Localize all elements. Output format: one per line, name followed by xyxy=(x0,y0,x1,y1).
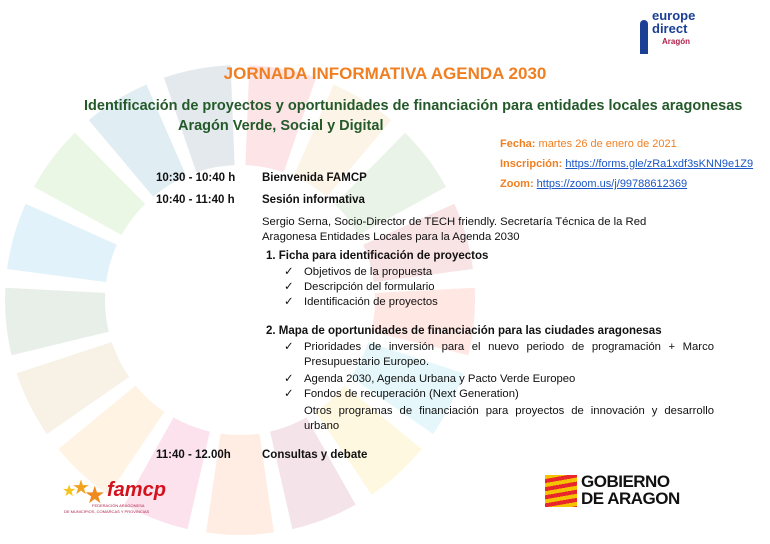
wheel-segment xyxy=(206,433,274,535)
section-title: 1. Ficha para identificación de proyecto… xyxy=(266,250,489,262)
time-slot: 11:40 - 12.00h xyxy=(156,449,231,461)
wheel-segment xyxy=(58,385,165,495)
subtitle-2: Aragón Verde, Social y Digital xyxy=(178,118,384,134)
agenda-item: Bienvenida FAMCP xyxy=(262,172,367,184)
speaker-text: Sergio Serna, Socio-Director de TECH fri… xyxy=(262,216,647,243)
europe-direct-text: direct xyxy=(652,21,688,36)
section-title: 2. Mapa de oportunidades de financiación… xyxy=(266,325,662,337)
list-item: ✓ Objetivos de la propuesta xyxy=(284,266,433,278)
list-item: ✓ Fondos de recuperación (Next Generation… xyxy=(284,388,519,400)
wheel-segment xyxy=(88,84,187,197)
list-item: ✓ Identificación de proyectos xyxy=(284,296,438,308)
registration-link[interactable]: https://forms.gle/zRa1xdf3sKNN9e1Z9 xyxy=(565,158,754,170)
wheel-segment xyxy=(293,84,392,197)
page-title: JORNADA INFORMATIVA AGENDA 2030 xyxy=(223,64,547,83)
time-slot: 10:30 - 10:40 h xyxy=(156,172,236,184)
gobierno-aragon-logo: GOBIERNO DE ARAGON xyxy=(545,473,695,509)
europe-direct-logo: europe direct Aragón xyxy=(638,6,698,54)
zoom-line: Zoom: https://zoom.us/j/99788612369 xyxy=(500,178,688,190)
subtitle: Identificación de proyectos y oportunida… xyxy=(84,98,743,114)
date-line: Fecha: martes 26 de enero de 2021 xyxy=(500,138,677,150)
wheel-segment xyxy=(315,385,422,495)
wheel-segment xyxy=(245,65,317,173)
list-item: ✓ Agenda 2030, Agenda Urbana y Pacto Verd… xyxy=(284,373,576,385)
list-item: ✓ Descripción del formulario xyxy=(284,281,435,293)
zoom-link[interactable]: https://zoom.us/j/99788612369 xyxy=(536,178,688,190)
wheel-segment xyxy=(7,203,117,283)
europe-direct-text: europe xyxy=(652,8,696,23)
famcp-logo: ★ ★ ★ famcp FEDERACIÓN ARAGONESA DE MUNI… xyxy=(62,477,166,514)
list-item: Otros programas de financiación para pro… xyxy=(304,405,714,432)
wheel-segment xyxy=(334,132,447,236)
wheel-segment xyxy=(5,287,109,356)
wheel-segment xyxy=(371,287,475,356)
wheel-segment xyxy=(16,342,130,435)
wheel-segment xyxy=(124,417,210,530)
wheel-segment xyxy=(350,342,464,435)
time-slot: 10:40 - 11:40 h xyxy=(156,194,235,206)
agenda-item: Sesión informativa xyxy=(262,194,365,206)
wheel-segment xyxy=(270,417,356,530)
wheel-segment xyxy=(163,65,235,173)
list-item: ✓ Prioridades de inversión para el nuevo … xyxy=(284,341,714,368)
registration-line: Inscripción: https://forms.gle/zRa1xdf3s… xyxy=(500,158,754,170)
agenda-item: Consultas y debate xyxy=(262,449,368,461)
wheel-segment xyxy=(363,203,473,283)
europe-direct-region: Aragón xyxy=(662,37,690,46)
wheel-segment xyxy=(33,132,146,236)
